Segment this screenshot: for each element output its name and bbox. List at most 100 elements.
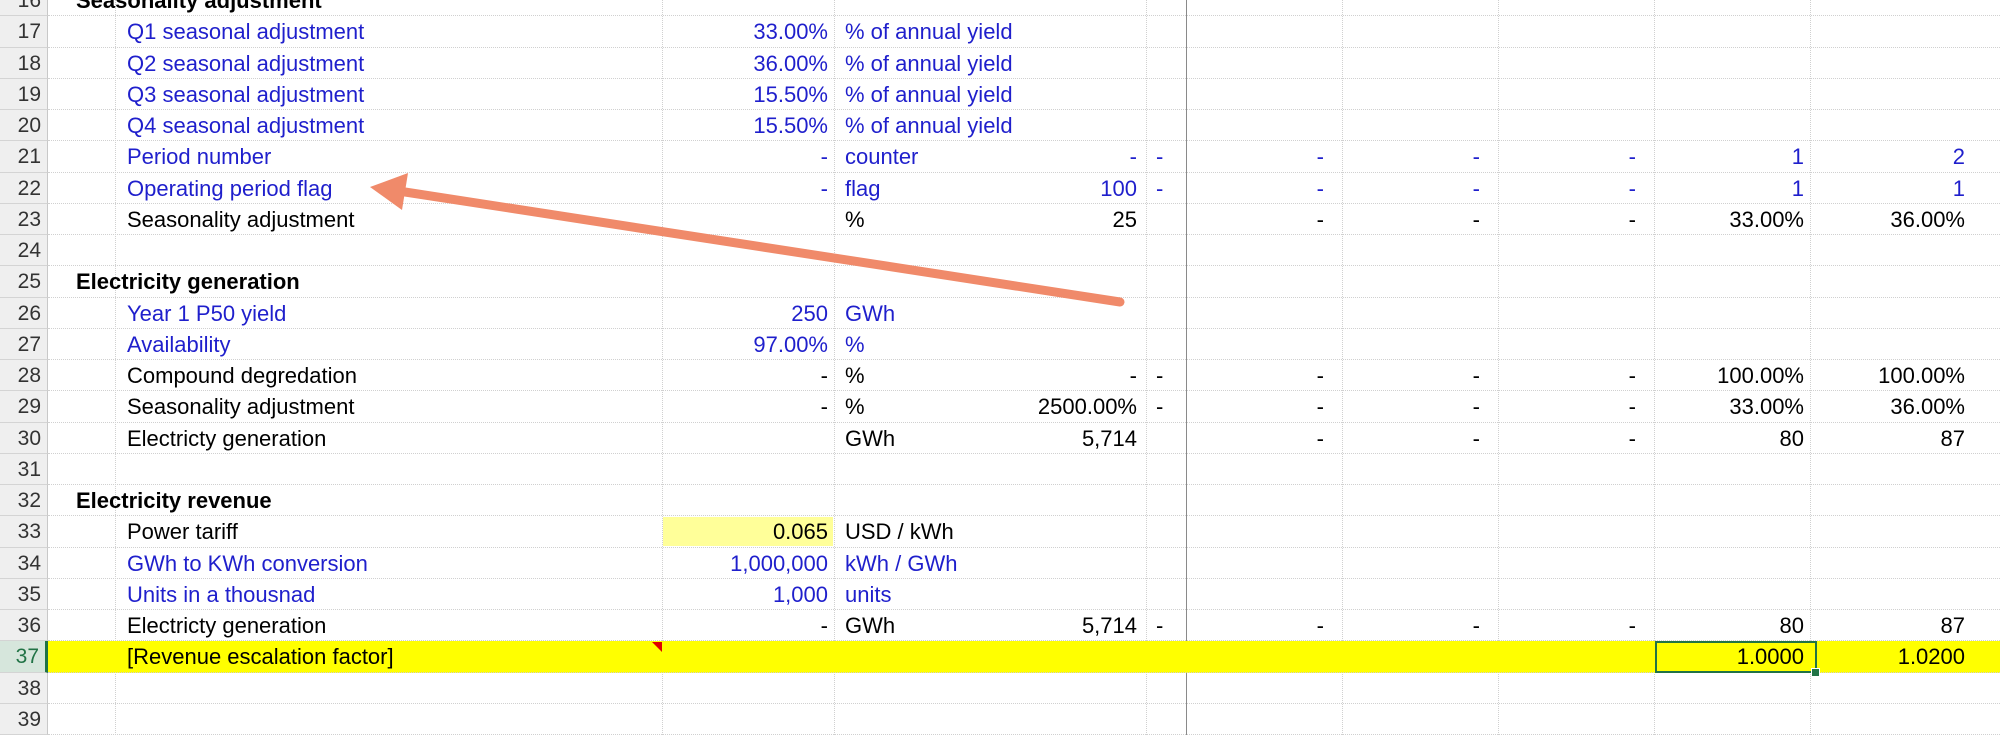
cell-total[interactable]: - [1129,144,1137,170]
cell-unit[interactable]: GWh [845,425,896,451]
cell-c3[interactable]: - [1628,394,1636,420]
cell-c3[interactable]: - [1628,613,1636,638]
row-header[interactable]: 39 [0,703,48,735]
cell-c5[interactable]: 36.00% [1890,206,1965,232]
cell-input[interactable]: 1,000,000 [730,550,828,576]
cell-flag[interactable]: - [1156,613,1164,638]
cell-label[interactable]: Power tariff [127,519,238,545]
cell-label[interactable]: Units in a thousnad [127,581,316,607]
cell-total[interactable]: - [1129,363,1137,388]
row-header[interactable]: 18 [0,47,48,79]
cell-total[interactable]: 5,714 [1081,425,1137,451]
cell-c5[interactable]: 1.0200 [1897,644,1965,670]
cell-label[interactable]: Electricity generation [76,269,300,295]
cell-c2[interactable]: - [1472,175,1480,201]
cell-label[interactable]: Q4 seasonal adjustment [127,113,365,138]
row-header[interactable]: 32 [0,485,48,517]
cell-unit[interactable]: flag [845,175,881,201]
cell-input[interactable]: - [820,613,828,638]
row-header[interactable]: 16 [0,0,48,17]
cell-unit[interactable]: GWh [845,300,896,326]
row-header[interactable]: 19 [0,78,48,110]
cell-c4[interactable]: 80 [1779,425,1804,451]
row-header[interactable]: 24 [0,235,48,267]
cell-c4[interactable]: 33.00% [1729,206,1804,232]
row-header[interactable]: 38 [0,672,48,704]
cell-flag[interactable]: - [1156,394,1164,420]
cell-flag[interactable]: - [1156,363,1164,388]
cell-c2[interactable]: - [1472,144,1480,170]
cell-c5[interactable]: 36.00% [1890,394,1965,420]
cell-c4[interactable]: 33.00% [1729,394,1804,420]
row-header[interactable]: 21 [0,141,48,173]
cell-input[interactable]: 33.00% [753,19,828,45]
cell-unit[interactable]: % of annual yield [845,50,1013,76]
cell-input[interactable]: - [820,394,828,420]
cell-input[interactable]: - [820,144,828,170]
row-header[interactable]: 36 [0,610,48,642]
cell-input[interactable]: 97.00% [753,331,828,357]
row-header[interactable]: 33 [0,516,48,548]
row-header[interactable]: 22 [0,172,48,204]
cell-total[interactable]: 5,714 [1081,613,1137,638]
cell-c3[interactable]: - [1628,425,1636,451]
row-header[interactable]: 35 [0,578,48,610]
cell-c3[interactable]: - [1628,175,1636,201]
cell-label[interactable]: Availability [127,331,231,357]
cell-c3[interactable]: - [1628,144,1636,170]
cell-total[interactable]: 100 [1100,175,1137,201]
cell-input[interactable]: 36.00% [753,50,828,76]
cell-label[interactable]: Period number [127,144,272,170]
fill-handle[interactable] [1811,668,1820,678]
cell-unit[interactable]: % [845,331,865,357]
cell-c1[interactable]: - [1316,175,1324,201]
cell-label[interactable]: Electricity revenue [76,488,272,513]
cell-c1[interactable]: - [1316,425,1324,451]
cell-c5[interactable]: 2 [1952,144,1965,170]
row-header[interactable]: 25 [0,266,48,298]
comment-indicator-icon[interactable] [652,642,662,653]
cell-label[interactable]: Electricty generation [127,613,327,638]
cell-total[interactable]: 25 [1112,206,1137,232]
cell-c2[interactable]: - [1472,363,1480,388]
cell-total[interactable]: 2500.00% [1037,394,1137,420]
cell-label[interactable]: Electricty generation [127,425,327,451]
row-header[interactable]: 26 [0,297,48,329]
cell-c4[interactable]: 100.00% [1717,363,1804,388]
row-header[interactable]: 37 [0,641,48,673]
cell-c3[interactable]: - [1628,206,1636,232]
cell-flag[interactable]: - [1156,144,1164,170]
cell-c2[interactable]: - [1472,394,1480,420]
cell-label[interactable]: Q1 seasonal adjustment [127,19,365,45]
cell-label[interactable]: Seasonality adjustment [76,0,322,13]
cell-input[interactable]: 1,000 [772,581,828,607]
cell-unit[interactable]: USD / kWh [845,519,954,545]
cell-unit[interactable]: counter [845,144,919,170]
cell-label[interactable]: Operating period flag [127,175,333,201]
cell-c4[interactable]: 1 [1791,144,1804,170]
cell-c3[interactable]: - [1628,363,1636,388]
cell-input[interactable]: 15.50% [753,113,828,138]
row-header[interactable]: 27 [0,328,48,360]
cell-c1[interactable]: - [1316,613,1324,638]
cell-unit[interactable]: units [845,581,892,607]
cell-unit[interactable]: kWh / GWh [845,550,958,576]
cell-c5[interactable]: 1 [1952,175,1965,201]
row-header[interactable]: 20 [0,110,48,142]
row-header[interactable]: 28 [0,360,48,392]
cell-label[interactable]: [Revenue escalation factor] [127,644,394,670]
cell-input[interactable]: - [820,363,828,388]
cell-label[interactable]: Q3 seasonal adjustment [127,81,365,107]
cell-flag[interactable]: - [1156,175,1164,201]
cell-c5[interactable]: 87 [1940,425,1965,451]
cell-label[interactable]: GWh to KWh conversion [127,550,368,576]
row-header[interactable]: 23 [0,203,48,235]
cell-input[interactable]: - [820,175,828,201]
cell-label[interactable]: Compound degredation [127,363,357,388]
cell-input[interactable]: 15.50% [753,81,828,107]
cell-unit[interactable]: % [845,363,865,388]
cell-input[interactable]: 0.065 [772,519,828,545]
active-cell-selection[interactable] [1655,641,1817,674]
row-header[interactable]: 30 [0,422,48,454]
